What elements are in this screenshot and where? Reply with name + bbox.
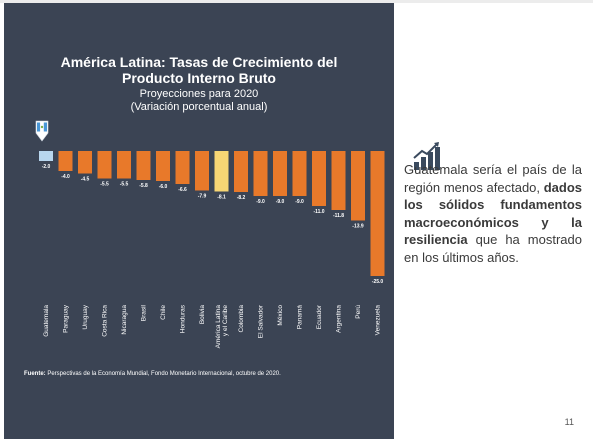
value-label-chile: -6.0 <box>159 184 168 190</box>
value-label-colombia: -8.2 <box>237 195 246 201</box>
bar-mexico <box>273 151 287 196</box>
chart-title-line-1: América Latina: Tasas de Crecimiento del <box>60 54 338 70</box>
category-label-honduras: Honduras <box>180 304 187 333</box>
category-label-venezuela: Venezuela <box>375 305 382 336</box>
category-label-guatemala: Guatemala <box>43 305 50 337</box>
category-label-colombia: Colombia <box>238 305 245 333</box>
value-label-costa-rica: -5.5 <box>100 182 109 188</box>
bar-guatemala <box>39 151 53 161</box>
bar-venezuela <box>370 151 385 276</box>
bar-peru <box>351 151 365 221</box>
key-message-bold: dados los sólidos fundamentos macroeconó… <box>404 179 582 248</box>
category-label-brasil: Brasil <box>141 304 148 321</box>
value-label-argentina: -11.8 <box>333 213 344 219</box>
value-label-ecuador: -11.0 <box>313 209 324 215</box>
key-message-part-2: que ha mostrado en los últimos años. <box>404 232 582 265</box>
guatemala-flag-marker-icon <box>35 120 49 142</box>
category-label-chile: Chile <box>160 305 167 320</box>
category-label-costa-rica: Costa Rica <box>102 305 109 337</box>
value-label-el-salvador: -9.0 <box>256 199 265 205</box>
key-message-text: Guatemala sería el país de la región men… <box>404 161 582 266</box>
bar-ecuador <box>312 151 326 206</box>
bar-colombia <box>234 151 248 192</box>
bar-paraguay <box>58 151 73 171</box>
category-label-mexico: México <box>277 305 284 326</box>
growth-chart-icon <box>413 142 440 170</box>
category-label-ecuador: Ecuador <box>316 304 323 329</box>
bar-america-latina-y-el-caribe <box>214 151 229 192</box>
bar-panama <box>292 151 307 196</box>
value-label-honduras: -6.6 <box>178 187 187 193</box>
bar-chile <box>156 151 170 181</box>
value-label-guatemala: -2.0 <box>42 164 51 170</box>
value-label-venezuela: -25.0 <box>372 279 384 285</box>
slide-top-border <box>0 0 593 3</box>
page-number: 11 <box>564 417 574 427</box>
value-label-nicaragua: -5.5 <box>120 182 129 188</box>
bar-costa-rica <box>97 151 112 179</box>
bar-uruguay <box>78 151 92 174</box>
chart-subtitle-line-1: Proyecciones para 2020 <box>139 88 259 100</box>
category-label-argentina: Argentina <box>336 305 343 333</box>
bar-chart: -2.0 Guatemala -4.0 Paraguay -4.5 Uruguay -5.5… <box>35 120 385 349</box>
bar-bolivia <box>195 151 209 191</box>
value-label-uruguay: -4.5 <box>81 177 90 183</box>
category-label-panama: Panamá <box>297 305 304 330</box>
bar-brasil <box>136 151 151 180</box>
chart-title-line-2: Producto Interno Bruto <box>122 70 276 86</box>
value-label-paraguay: -4.0 <box>61 174 70 180</box>
chart-subtitle-line-2: (Variación porcentual anual) <box>130 101 268 113</box>
key-message-part-1: Guatemala sería el país de la región men… <box>404 162 582 195</box>
category-label-america-latina-y-el-caribe: América Latinay el Caribe <box>215 305 229 349</box>
value-label-america-latina-y-el-caribe: -8.1 <box>217 195 226 201</box>
value-label-bolivia: -7.9 <box>198 194 207 200</box>
value-label-mexico: -9.0 <box>276 199 285 205</box>
value-label-brasil: -5.8 <box>139 183 148 189</box>
value-label-panama: -9.0 <box>295 199 304 205</box>
source-text: Perspectivas de la Economía Mundial, Fon… <box>45 371 281 377</box>
bar-nicaragua <box>117 151 131 179</box>
category-label-nicaragua: Nicaragua <box>121 305 128 335</box>
bar-honduras <box>175 151 190 184</box>
category-label-el-salvador: El Salvador <box>258 304 265 338</box>
source-label: Fuente: <box>24 371 46 377</box>
source-footnote: Fuente: Perspectivas de la Economía Mund… <box>24 371 384 377</box>
bar-argentina <box>331 151 346 210</box>
category-label-paraguay: Paraguay <box>63 304 70 333</box>
bar-el-salvador <box>253 151 268 196</box>
category-label-uruguay: Uruguay <box>82 304 89 329</box>
chart-panel: América Latina: Tasas de Crecimiento del… <box>4 3 394 439</box>
category-label-peru: Perú <box>355 305 362 319</box>
category-label-bolivia: Bolivia <box>199 305 206 325</box>
value-label-peru: -13.9 <box>352 224 364 230</box>
text-panel: Guatemala sería el país de la región men… <box>396 3 590 439</box>
